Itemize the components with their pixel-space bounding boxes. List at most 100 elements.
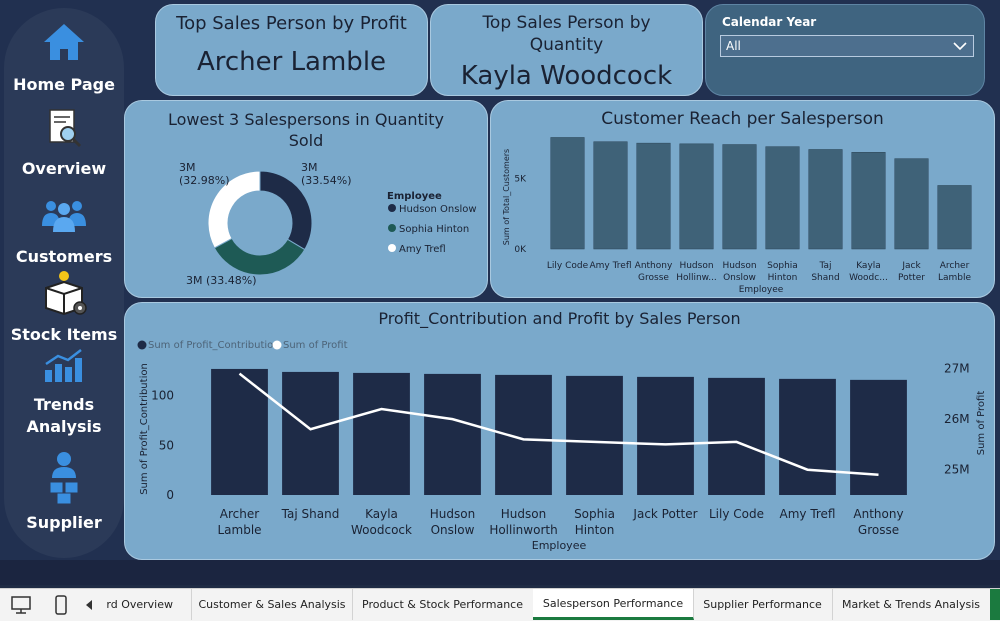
customers-group-icon: [42, 201, 86, 232]
combo-y-axis-title: Sum of Profit_Contribution: [139, 363, 150, 495]
reach-bar: [593, 141, 628, 250]
combo-x-tick: Onslow: [431, 523, 475, 537]
report-search-icon: [49, 109, 82, 148]
calendar-year-label: Calendar Year: [722, 15, 817, 29]
reach-bar: [722, 144, 757, 250]
reach-bar: [894, 158, 929, 250]
combo-y2-tick: 25M: [944, 463, 970, 477]
calendar-year-dropdown[interactable]: All: [720, 35, 974, 57]
combo-x-tick: Woodcock: [351, 523, 412, 537]
donut-slice: [213, 237, 306, 276]
combo-x-tick: Hudson: [501, 507, 546, 521]
reach-x-tick: Hudson: [679, 261, 713, 271]
nav-trends-label: Trends: [33, 395, 95, 414]
donut-legend-title: Employee: [387, 191, 442, 202]
trend-chart-icon: [45, 349, 82, 382]
kpi-profit-title: Top Sales Person by Profit: [176, 13, 407, 34]
combo-x-tick: Hollinworth: [489, 523, 557, 537]
reach-x-tick: Hudson: [722, 261, 756, 271]
profit-contribution-chart: Archer Lamble Taj Shand Kayla Woodcock Hudson…: [137, 340, 987, 552]
navigation-panel: Home Page Overview Customers: [4, 8, 124, 558]
combo-y2-tick: 27M: [944, 362, 970, 376]
legend-marker-profit-contribution: [137, 340, 147, 350]
reach-x-tick: Lily Code: [547, 261, 589, 271]
donut-legend-marker: [388, 224, 396, 232]
reach-x-tick: Kayla: [856, 261, 881, 271]
donut-chart: 3M(33.54%)3M (33.48%)3M(32.98%)EmployeeH…: [179, 161, 477, 287]
kpi-quantity-title: Top Sales Person by Quantity: [431, 12, 702, 56]
profit-contribution-bar: [424, 373, 481, 495]
calendar-year-value: All: [726, 39, 741, 53]
mobile-view-icon[interactable]: [54, 595, 68, 615]
nav-customers[interactable]: Customers: [4, 196, 124, 268]
desktop-view-icon[interactable]: [10, 595, 32, 615]
donut-value-label: 3M: [179, 161, 196, 174]
reach-x-tick: Archer: [940, 261, 970, 271]
reach-x-tick: Grosse: [638, 273, 669, 283]
profit-contribution-bar: [708, 377, 765, 495]
reach-x-tick: Woodc...: [849, 273, 888, 283]
page-tab[interactable]: rd Overview: [105, 589, 192, 620]
combo-y2-axis-title: Sum of Profit: [976, 391, 987, 456]
scroll-tabs-left-icon[interactable]: [84, 599, 94, 611]
profit-contribution-bar: [637, 376, 694, 495]
donut-title: Lowest 3 Salespersons in Quantity Sold: [125, 109, 487, 151]
page-tab-bar: rd Overview Customer & Sales Analysis Prod…: [0, 588, 1000, 621]
page-tab[interactable]: Product & Stock Performance: [352, 589, 534, 620]
combo-title: Profit_Contribution and Profit by Sales …: [378, 309, 741, 328]
page-tab[interactable]: Supplier Performance: [693, 589, 833, 620]
nav-stock-items[interactable]: Stock Items: [4, 270, 124, 346]
reach-x-tick: Sophia: [767, 261, 798, 271]
page-tab[interactable]: Salesperson Performance: [533, 589, 694, 620]
combo-y-tick: 100: [151, 389, 174, 403]
profit-contribution-bar: [282, 371, 339, 495]
combo-x-tick: Lamble: [217, 523, 261, 537]
customer-reach-title: Customer Reach per Salesperson: [601, 109, 884, 129]
reach-x-tick: Potter: [898, 273, 925, 283]
profit-contribution-card: Profit_Contribution and Profit by Sales …: [124, 302, 995, 560]
reach-x-tick: Hinton: [768, 273, 798, 283]
profit-contribution-bar: [566, 375, 623, 495]
combo-x-tick: Lily Code: [709, 507, 764, 521]
reach-x-tick: Onslow: [723, 273, 756, 283]
reach-y-axis-title: Sum of Total_Customers: [502, 149, 511, 245]
profit-line: [238, 372, 879, 477]
nav-home-page-label: Home Page: [13, 75, 115, 94]
donut-value-label: 3M: [301, 161, 318, 174]
reach-x-tick: Jack: [901, 261, 921, 271]
nav-overview[interactable]: Overview: [4, 108, 124, 180]
legend-label-profit: Sum of Profit: [283, 340, 348, 351]
reach-bar: [851, 152, 886, 250]
kpi-profit-value: Archer Lamble: [196, 47, 387, 77]
donut-title-line2: Sold: [288, 131, 324, 150]
page-tab[interactable]: Market & Trends Analysis: [832, 589, 991, 620]
profit-contribution-bar: [850, 379, 907, 495]
combo-x-tick: Sophia: [574, 507, 615, 521]
calendar-year-slicer: Calendar Year All: [705, 4, 985, 96]
kpi-card-top-quantity: Top Sales Person by Quantity Kayla Woodc…: [430, 4, 703, 96]
nav-stock-items-label: Stock Items: [10, 325, 118, 344]
reach-x-tick: Hollinw...: [676, 273, 717, 283]
donut-legend-marker: [388, 244, 396, 252]
profit-contribution-bar: [779, 378, 836, 495]
combo-x-tick: Anthony: [853, 507, 903, 521]
nav-overview-label: Overview: [21, 159, 107, 178]
reach-x-tick: Lamble: [938, 273, 972, 283]
combo-x-tick: Hinton: [575, 523, 615, 537]
page-tab[interactable]: Customer & Sales Analysis: [192, 589, 353, 620]
tab-overflow-marker: [990, 589, 1000, 620]
nav-trends-analysis[interactable]: Trends Analysis: [4, 348, 124, 438]
combo-y2-tick: 26M: [944, 412, 970, 426]
combo-y-tick: 50: [159, 438, 174, 452]
legend-marker-profit: [272, 340, 282, 350]
combo-x-tick: Taj Shand: [281, 507, 340, 521]
combo-x-tick: Jack Potter: [632, 507, 697, 521]
reach-x-tick: Anthony: [635, 261, 673, 271]
canvas-bottom-strip: [0, 560, 1000, 585]
legend-label-profit-contribution: Sum of Profit_Contribution: [148, 340, 280, 351]
reach-bar: [636, 142, 671, 250]
donut-slice: [207, 170, 261, 249]
lowest-quantity-donut-card: Lowest 3 Salespersons in Quantity Sold 3…: [124, 100, 488, 298]
nav-supplier[interactable]: Supplier: [4, 450, 124, 534]
nav-home-page[interactable]: Home Page: [4, 20, 124, 96]
